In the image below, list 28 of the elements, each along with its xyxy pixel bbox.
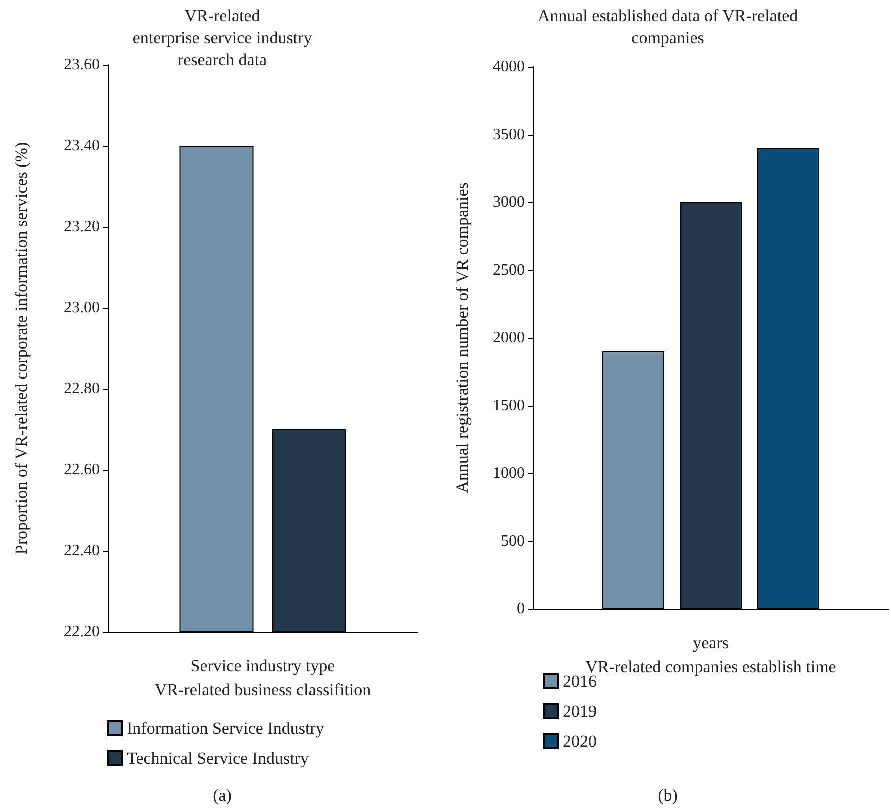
- y-tick-label: 22.20: [64, 624, 100, 640]
- text: (a): [213, 786, 232, 805]
- legend-label: 2020: [563, 732, 597, 751]
- y-tick-label: 23.60: [64, 56, 100, 74]
- y-tick-label: 22.40: [64, 542, 100, 560]
- y-tick-label: 23.40: [64, 138, 100, 154]
- y-tick-label: 23.00: [64, 300, 100, 316]
- y-tick-label: 1000: [493, 465, 525, 482]
- y-tick-label: 3000: [493, 194, 525, 211]
- legend-label: Information Service Industry: [127, 719, 325, 738]
- y-tick-label: 1500: [493, 397, 525, 414]
- y-tick-label: 2000: [493, 330, 525, 346]
- x-axis-title: Service industry type VR-related business classifition: [154, 656, 372, 700]
- legend-label: 2019: [563, 702, 597, 721]
- text: (b): [658, 786, 678, 805]
- y-tick-label: 4000: [493, 58, 525, 76]
- legend-label: Technical Service Industry: [127, 749, 310, 768]
- y-tick-label: 22.60: [64, 462, 100, 478]
- chart-title: Annual established data of VR-related companies: [538, 6, 799, 48]
- y-tick-label: 0: [517, 600, 525, 618]
- y-axis-title: Proportion of VR-related corporate information services (%): [12, 142, 31, 555]
- y-tick-label: 2500: [493, 262, 525, 279]
- y-tick-label: 3500: [493, 126, 525, 144]
- y-tick-label: 23.20: [64, 218, 100, 236]
- y-axis-title: Annual registration number of VR companies: [453, 182, 472, 494]
- y-tick-label: 22.80: [64, 380, 100, 398]
- y-tick-label: 500: [501, 532, 525, 550]
- chart-title: VR-related enterprise service industry research data: [132, 6, 313, 70]
